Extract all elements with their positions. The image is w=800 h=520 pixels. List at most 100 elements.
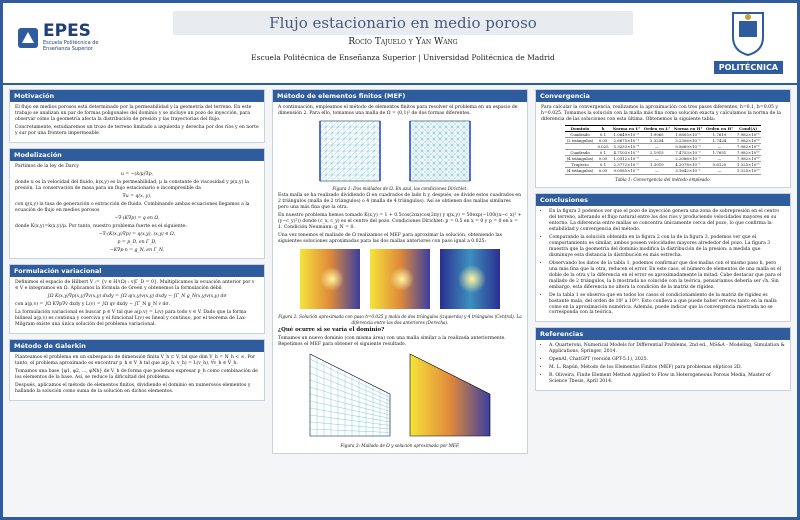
table-cell: 3.2306×10⁻²	[671, 137, 705, 145]
section-title: Referencias	[536, 328, 790, 341]
table-cell: 7.982×10⁰⁵	[734, 131, 762, 139]
logo-right-text: POLITÉCNICA	[713, 61, 783, 74]
section-title: Conclusiones	[536, 193, 790, 206]
header: EPES Escuela Politécnica de Enseñanza Sup…	[3, 3, 797, 85]
table-row: (2 triángulos) 0.05 2.6675×10⁻³ 2.3254 3.230…	[564, 137, 762, 145]
section: Modelización Partimos de la ley de Darcy u…	[9, 147, 265, 260]
table-cell: 2.3772×10⁻²	[610, 161, 642, 169]
list-item: De la tabla 1 se observa que en todos lo…	[549, 293, 785, 317]
paragraph: Partimos de la ley de Darcy	[15, 163, 80, 169]
table-cell: 2.6675×10⁻³	[610, 137, 642, 145]
table-cell: 1.7424	[704, 137, 735, 145]
table-cell: 0.6125	[704, 161, 735, 169]
table-row: (4 triángulos) 0.05 9.0585×10⁻³ —3.1642×10⁻…	[564, 167, 762, 175]
paragraph: Esta malla se ha realizado dividiendo Ω …	[278, 193, 522, 211]
paragraph: La formulación variacional es buscar p ∈…	[15, 310, 247, 328]
section: Motivación El flujo en medios porosos est…	[9, 89, 265, 143]
paragraph: con q(x,y) la tasa de generación o extra…	[15, 201, 250, 213]
logo-left: EPES Escuela Politécnica de Enseñanza Sup…	[17, 23, 103, 52]
logo-text: EPES	[43, 21, 91, 41]
paragraph: Para calcular la convergencia, realizamo…	[541, 105, 781, 122]
table-cell: Cuadrado	[564, 149, 596, 157]
figure-caption: Figura 3: Mallado de Ω y solución aproxi…	[340, 442, 460, 448]
section-title: Método de elementos finitos (MEF)	[273, 90, 527, 102]
poster-title: Flujo estacionario en medio poroso	[173, 11, 633, 35]
table-cell: (4 triángulos)	[564, 155, 596, 163]
table-cell: 1.0312×10⁻³	[610, 155, 642, 163]
list: En la figura 2 podemos ver que el pozo d…	[541, 209, 785, 316]
table-cell: 1.7619	[704, 131, 735, 139]
list-item: Comparando la solución obtenida en la fi…	[549, 235, 785, 259]
paragraph: El flujo en medios porosos está determin…	[15, 105, 252, 122]
table-cell: Cuadrado	[564, 131, 596, 139]
table-cell: 0.1	[595, 161, 611, 169]
equation: −∇·(K(x,y)∇p) = q(x,y), (x,y) ∈ Ω,	[98, 231, 176, 237]
section: Convergencia Para calcular la convergenci…	[535, 89, 791, 188]
section-body: A continuación, empleamos el método de e…	[273, 102, 527, 453]
paragraph: donde u es la velocidad del fluido, k(x,…	[15, 179, 250, 191]
table-header: Norma en H¹	[671, 124, 705, 132]
table-cell: 0.025	[595, 143, 611, 151]
figure	[278, 119, 522, 186]
table-cell: (2 triángulos)	[564, 137, 596, 145]
table-cell: 1.9965	[641, 131, 672, 139]
table-cell: 1.0805×10⁻¹	[671, 131, 705, 139]
section-body: El flujo en medios porosos está determin…	[10, 102, 264, 142]
table-cell: 0.05	[595, 155, 611, 163]
table-row: Cuadrado 0.1 1.0649×10⁻² 1.9965 1.0805×10⁻¹ 1…	[564, 131, 762, 139]
table-cell: 0.1	[595, 131, 611, 139]
section: Conclusiones En la figura 2 podemos ver q…	[535, 192, 791, 323]
equation: u = −(k/μ)∇p,	[120, 171, 154, 177]
list-item: M. L. Rapún, Método de los Elementos Fin…	[549, 365, 785, 371]
table-cell: 2.3254	[641, 137, 672, 145]
figure-graphic	[300, 249, 500, 310]
authors: Rocío Tajuelo y Yan Wang	[348, 37, 458, 47]
section-body: Definimos el espacio de Hilbert V := {v …	[10, 277, 264, 333]
affiliation: Escuela Politécnica de Enseñanza Superio…	[251, 53, 555, 62]
table-cell: —	[704, 143, 735, 151]
table-cell: 0.05	[595, 137, 611, 145]
table-cell: 1.3919	[641, 161, 672, 169]
paragraph: Definimos el espacio de Hilbert V := {v …	[15, 280, 255, 292]
columns: Motivación El flujo en medios porosos est…	[9, 89, 791, 513]
table-header: h	[595, 124, 611, 132]
table-cell: 9.0585×10⁻³	[610, 167, 642, 175]
paragraph: donde K(x,y)=k(x,y)/μ. Por tanto, nuestr…	[15, 223, 187, 229]
paragraph: con a(p,v) = ∫Ω K∇p∇v dxdy y L(v) = ∫Ω q…	[15, 302, 171, 308]
column: Motivación El flujo en medios porosos est…	[9, 89, 265, 513]
list-item: Observando los datos de la tabla 1, pode…	[549, 261, 785, 291]
table-row: Trapecio 0.1 2.3772×10⁻² 1.3919 4.2078×10⁻¹ 0…	[564, 161, 762, 169]
table-cell: 7.982×10⁰⁵	[734, 143, 762, 151]
figure	[278, 350, 522, 443]
table-cell: 4.7103×10⁻³	[610, 149, 642, 157]
section: Método de elementos finitos (MEF) A conti…	[272, 89, 528, 455]
paragraph: En nuestro problema hemos tomado K(x,y) …	[278, 213, 522, 231]
list-item: OpenAI, ChatGPT (versión GPT-5.1), 2025.	[549, 357, 785, 363]
table-caption: Tabla 1: Convergencia del método emplead…	[615, 176, 711, 182]
table-cell: (4 triángulos)	[564, 167, 596, 175]
equation: −K∇p·n = g_N, en Γ_N.	[109, 247, 165, 253]
paragraph: A continuación, empleamos el método de e…	[278, 105, 518, 116]
section: Método de Galerkin Planteamos el problema…	[9, 339, 265, 402]
list-item: R. Oliveira, Finite Element Method Appli…	[549, 373, 785, 385]
table-header: Cond(A)	[734, 124, 762, 132]
table-header: Dominio	[564, 124, 596, 132]
table-cell: —	[641, 167, 672, 175]
table-cell: —	[641, 143, 672, 151]
figure-caption: Figura 1: Dos mallados de Ω. En azul, la…	[332, 185, 468, 191]
section-body: En la figura 2 podemos ver que el pozo d…	[536, 206, 790, 321]
logo-subtext: Escuela Politécnica de Enseñanza Superio…	[43, 40, 99, 52]
paragraph: Concretamente, estudiaremos un trozo de …	[15, 124, 259, 136]
table-row: (4 triángulos) 0.05 1.0312×10⁻³ —2.2086×10⁻…	[564, 155, 762, 163]
section-title: Motivación	[10, 90, 264, 102]
table-cell: 1.325×10¹⁰	[734, 161, 762, 169]
table-header: Norma en L²	[610, 124, 642, 132]
table-row: 0.025 5.3233×10⁻⁴ —9.5669×10⁻³ —7.982×10⁰⁵	[564, 143, 762, 151]
table-cell: 1.325×10¹⁰	[734, 167, 762, 175]
section-body: A. Quarteroni, Numerical Models for Diff…	[536, 340, 790, 390]
table-cell: 7.982×10⁰⁵	[734, 137, 762, 145]
table-cell	[564, 143, 596, 151]
table-cell: 7.982×10⁰⁵	[734, 155, 762, 163]
table-cell: 0.05	[595, 167, 611, 175]
